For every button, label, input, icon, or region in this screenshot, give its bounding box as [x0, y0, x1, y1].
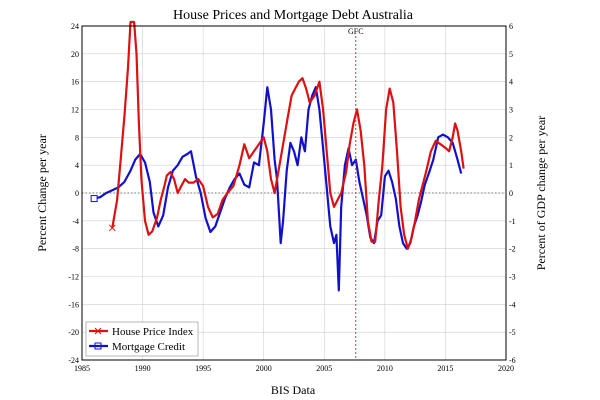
y-tick-label: 20: [71, 50, 79, 59]
y-tick-label: -12: [68, 273, 79, 282]
series-line-1: [93, 86, 463, 292]
y2-tick-label: 5: [509, 50, 513, 59]
legend-label: House Price Index: [112, 326, 194, 338]
y2-tick-label: -6: [509, 356, 516, 365]
legend-marker: [94, 342, 102, 350]
y-tick-label: -4: [72, 217, 79, 226]
y2-tick-label: -4: [509, 300, 516, 309]
chart-title: House Prices and Mortgage Debt Australia: [173, 8, 414, 23]
y-tick-label: -24: [68, 356, 79, 365]
y-tick-label: -8: [72, 245, 79, 254]
y-tick-label: 4: [75, 161, 79, 170]
y2-tick-label: -5: [509, 328, 516, 337]
y2-tick-label: -3: [509, 273, 516, 282]
y2-tick-label: 3: [509, 106, 513, 115]
x-tick-label: 1985: [74, 364, 90, 373]
x-tick-label: 2015: [437, 364, 453, 373]
y-tick-label: -16: [68, 300, 79, 309]
y-tick-label: 0: [75, 189, 79, 198]
gfc-label: GFC: [348, 27, 364, 36]
y2-tick-label: -1: [509, 217, 516, 226]
series-layer: [90, 20, 465, 292]
x-tick-label: 2010: [377, 364, 393, 373]
x-tick-label: 1995: [195, 364, 211, 373]
y-tick-label: 16: [71, 78, 79, 87]
mortgage-credit-marker: [90, 195, 98, 203]
y-tick-label: 8: [75, 133, 79, 142]
series-line-0: [111, 20, 465, 250]
axis-ticks: 1985 1990 1995 2000 2005 2010 2015 202024201612…: [68, 22, 515, 373]
x-axis-label: BIS Data: [271, 383, 316, 397]
plot-frame: [81, 25, 507, 361]
y2-tick-label: 2: [509, 133, 513, 142]
legend-marker: [94, 327, 102, 335]
legend: House Price Index Mortgage Credit: [85, 321, 199, 357]
y2-tick-label: 4: [509, 78, 513, 87]
y-tick-label: 24: [71, 22, 79, 31]
x-tick-label: 2005: [316, 364, 332, 373]
y2-axis-label: Percent of GDP change per year: [534, 116, 548, 271]
y-tick-label: 12: [71, 106, 79, 115]
gridlines: [82, 26, 506, 360]
legend-box: [85, 321, 199, 357]
x-tick-label: 1990: [135, 364, 151, 373]
house-price-marker: [108, 224, 116, 232]
y2-tick-label: -2: [509, 245, 516, 254]
y2-tick-label: 6: [509, 22, 513, 31]
x-tick-label: 2020: [498, 364, 514, 373]
x-tick-label: 2000: [256, 364, 272, 373]
gfc-annotation: GFC: [348, 27, 364, 360]
y-axis-label: Percent Change per year: [35, 134, 49, 252]
y-tick-label: -20: [68, 328, 79, 337]
legend-label: Mortgage Credit: [112, 341, 185, 353]
y2-tick-label: 1: [509, 161, 513, 170]
y2-tick-label: 0: [509, 189, 513, 198]
